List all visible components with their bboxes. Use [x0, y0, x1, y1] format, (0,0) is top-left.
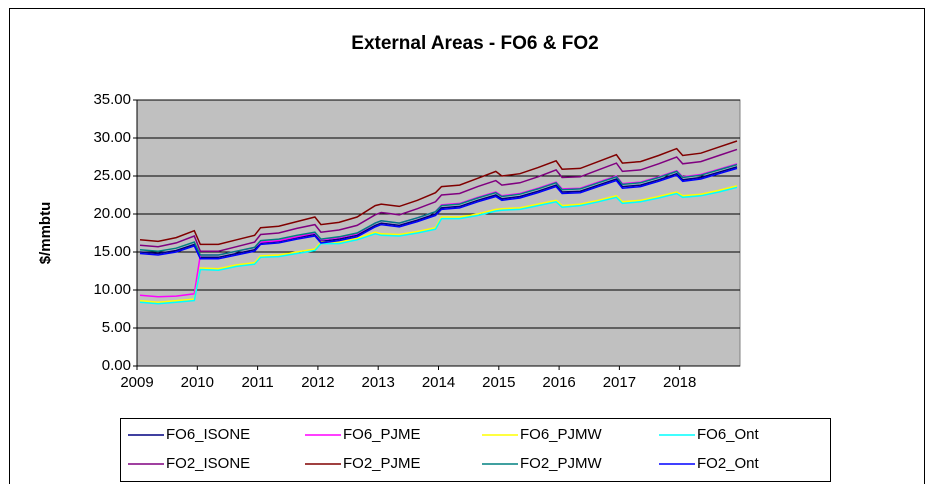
x-tick-label: 2012 [301, 374, 334, 391]
legend-label: FO6_PJME [343, 426, 421, 443]
series-line [139, 163, 738, 256]
legend-label: FO6_Ont [697, 426, 760, 443]
x-tick-label: 2018 [663, 374, 696, 391]
y-tick-label: 5.00 [102, 319, 131, 336]
y-axis-label: $/mmbtu [37, 202, 54, 265]
legend-label: FO6_ISONE [166, 426, 250, 443]
legend-label: FO2_Ont [697, 455, 760, 472]
legend-label: FO2_PJME [343, 455, 421, 472]
series-line [139, 166, 738, 259]
x-tick-label: 2017 [603, 374, 636, 391]
x-tick-label: 2011 [241, 374, 273, 391]
legend-label: FO2_ISONE [166, 455, 250, 472]
x-tick-label: 2010 [181, 374, 214, 391]
y-tick-label: 25.00 [93, 167, 131, 184]
legend-label: FO6_PJMW [520, 426, 603, 443]
y-tick-label: 0.00 [102, 357, 131, 374]
x-tick-label: 2009 [120, 374, 153, 391]
y-tick-label: 30.00 [93, 129, 131, 146]
series-line [139, 140, 738, 246]
series-line [139, 148, 738, 252]
x-tick-label: 2016 [542, 374, 575, 391]
legend-box [120, 418, 831, 482]
legend-label: FO2_PJMW [520, 455, 603, 472]
y-tick-label: 10.00 [93, 281, 131, 298]
series-line [139, 186, 738, 305]
series-line [139, 185, 738, 303]
x-tick-label: 2014 [422, 374, 455, 391]
plot-area [136, 99, 741, 367]
y-tick-label: 15.00 [93, 243, 131, 260]
series-line [139, 167, 738, 260]
x-tick-label: 2013 [362, 374, 395, 391]
x-tick-label: 2015 [482, 374, 515, 391]
y-tick-label: 20.00 [93, 205, 131, 222]
y-tick-label: 35.00 [93, 91, 131, 108]
chart-title: External Areas - FO6 & FO2 [351, 33, 598, 54]
